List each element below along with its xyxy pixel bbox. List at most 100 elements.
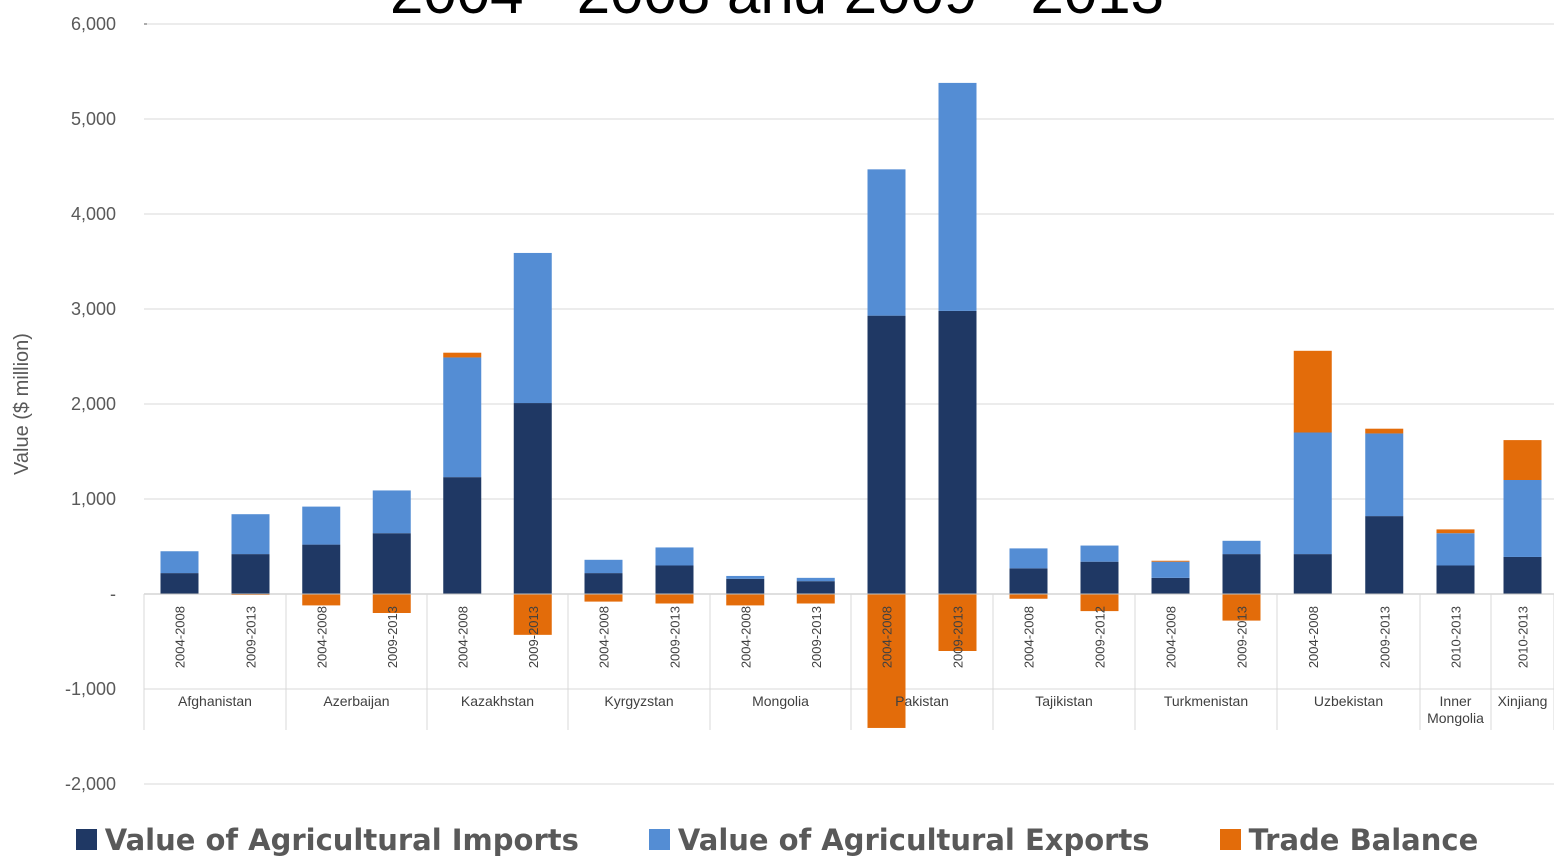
period-tick-label: 2009-2013 xyxy=(809,606,824,668)
bar-value-of-agricultural-imports-kyrgyzstan-2004-2008 xyxy=(584,573,623,594)
bar-trade-balance-turkmenistan-2004-2008 xyxy=(1151,560,1190,562)
period-tick-label: 2004-2008 xyxy=(1022,606,1037,668)
bar-value-of-agricultural-exports-turkmenistan-2009-2013 xyxy=(1222,540,1261,555)
bar-value-of-agricultural-exports-kazakhstan-2009-2013 xyxy=(513,252,552,404)
bar-value-of-agricultural-imports-tajikistan-2004-2008 xyxy=(1009,568,1048,594)
legend: Value of Agricultural Imports Value of A… xyxy=(0,820,1554,859)
axes: 6,000 5,000 4,000 3,000 2,000 1,000 - -1,000 -2,… xyxy=(65,14,1554,794)
bar-value-of-agricultural-exports-afghanistan-2009-2013 xyxy=(231,514,270,555)
bar-value-of-agricultural-imports-tajikistan-2009-2012 xyxy=(1080,561,1119,594)
y-tick-label: 5,000 xyxy=(71,109,116,129)
legend-swatch-trade-balance xyxy=(1219,829,1241,850)
bar-value-of-agricultural-imports-afghanistan-2004-2008 xyxy=(160,573,199,594)
bar-trade-balance-tajikistan-2004-2008 xyxy=(1009,594,1048,599)
bar-value-of-agricultural-imports-azerbaijan-2004-2008 xyxy=(302,544,341,594)
bar-value-of-agricultural-exports-inner-mongolia-2010-2013 xyxy=(1436,533,1475,566)
bar-value-of-agricultural-exports-turkmenistan-2004-2008 xyxy=(1151,561,1190,578)
period-tick-label: 2009-2013 xyxy=(526,606,541,668)
bar-trade-balance-kazakhstan-2004-2008 xyxy=(443,352,482,358)
period-tick-label: 2009-2013 xyxy=(244,606,259,668)
bar-trade-balance-kyrgyzstan-2009-2013 xyxy=(655,594,694,604)
period-tick-label: 2009-2012 xyxy=(1093,606,1108,668)
y-tick-label: 4,000 xyxy=(71,204,116,224)
bar-trade-balance-mongolia-2004-2008 xyxy=(726,594,765,606)
bar-value-of-agricultural-exports-mongolia-2004-2008 xyxy=(726,575,765,579)
group-label: Mongolia xyxy=(1427,710,1484,726)
bar-value-of-agricultural-imports-pakistan-2004-2008 xyxy=(867,315,906,594)
legend-swatch-exports xyxy=(648,829,670,850)
period-tick-label: 2004-2008 xyxy=(880,606,895,668)
bar-value-of-agricultural-imports-afghanistan-2009-2013 xyxy=(231,554,270,594)
bar-value-of-agricultural-exports-pakistan-2004-2008 xyxy=(867,169,906,316)
bar-trade-balance-kyrgyzstan-2004-2008 xyxy=(584,594,623,602)
period-tick-label: 2009-2013 xyxy=(668,606,683,668)
period-tick-label: 2004-2008 xyxy=(314,606,329,668)
group-label: Afghanistan xyxy=(178,693,252,709)
bar-value-of-agricultural-imports-azerbaijan-2009-2013 xyxy=(372,533,411,594)
bar-trade-balance-xinjiang-2010-2013 xyxy=(1503,440,1542,480)
bar-value-of-agricultural-exports-kazakhstan-2004-2008 xyxy=(443,357,482,478)
y-tick-label: 1,000 xyxy=(71,489,116,509)
period-tick-label: 2004-2008 xyxy=(455,606,470,668)
bar-value-of-agricultural-imports-xinjiang-2010-2013 xyxy=(1503,556,1542,594)
bar-value-of-agricultural-imports-turkmenistan-2004-2008 xyxy=(1151,577,1190,594)
bar-value-of-agricultural-exports-pakistan-2009-2013 xyxy=(938,82,977,311)
bar-trade-balance-tajikistan-2009-2012 xyxy=(1080,594,1119,612)
group-label: Tajikistan xyxy=(1035,693,1093,709)
period-tick-label: 2004-2008 xyxy=(1164,606,1179,668)
period-tick-label: 2009-2013 xyxy=(385,606,400,668)
group-label: Kyrgyzstan xyxy=(604,693,673,709)
bar-value-of-agricultural-exports-tajikistan-2009-2012 xyxy=(1080,545,1119,562)
y-axis-label: Value ($ million) xyxy=(11,333,33,475)
group-label: Mongolia xyxy=(752,693,809,709)
y-tick-label: -2,000 xyxy=(65,774,116,794)
bar-value-of-agricultural-exports-mongolia-2009-2013 xyxy=(796,577,835,582)
bar-value-of-agricultural-exports-kyrgyzstan-2004-2008 xyxy=(584,559,623,574)
period-tick-label: 2004-2008 xyxy=(597,606,612,668)
y-tick-label: - xyxy=(110,584,116,604)
period-tick-label: 2004-2008 xyxy=(738,606,753,668)
y-tick-label: -1,000 xyxy=(65,679,116,699)
bar-value-of-agricultural-imports-pakistan-2009-2013 xyxy=(938,310,977,594)
bar-value-of-agricultural-exports-azerbaijan-2009-2013 xyxy=(372,490,411,534)
bar-trade-balance-kazakhstan-2009-2013 xyxy=(513,594,552,635)
group-label: Turkmenistan xyxy=(1164,693,1248,709)
legend-label-exports: Value of Agricultural Exports xyxy=(677,822,1150,857)
bar-trade-balance-azerbaijan-2004-2008 xyxy=(302,594,341,606)
y-tick-label: 2,000 xyxy=(71,394,116,414)
period-tick-label: 2010-2013 xyxy=(1516,606,1531,668)
period-tick-label: 2004-2008 xyxy=(1306,606,1321,668)
y-tick-label: 6,000 xyxy=(71,14,116,34)
group-label: Uzbekistan xyxy=(1314,693,1383,709)
bar-value-of-agricultural-exports-xinjiang-2010-2013 xyxy=(1503,480,1542,557)
bar-value-of-agricultural-exports-azerbaijan-2004-2008 xyxy=(302,506,341,545)
bar-value-of-agricultural-exports-tajikistan-2004-2008 xyxy=(1009,548,1048,569)
bar-value-of-agricultural-imports-turkmenistan-2009-2013 xyxy=(1222,554,1261,594)
bar-trade-balance-uzbekistan-2009-2013 xyxy=(1365,428,1404,434)
y-tick-label: 3,000 xyxy=(71,299,116,319)
bar-trade-balance-azerbaijan-2009-2013 xyxy=(372,594,411,613)
bar-value-of-agricultural-exports-uzbekistan-2004-2008 xyxy=(1293,432,1332,555)
group-label: Inner xyxy=(1440,693,1472,709)
bar-value-of-agricultural-imports-mongolia-2004-2008 xyxy=(726,578,765,594)
bar-value-of-agricultural-imports-uzbekistan-2004-2008 xyxy=(1293,554,1332,594)
bar-trade-balance-inner-mongolia-2010-2013 xyxy=(1436,529,1475,534)
bar-trade-balance-pakistan-2004-2008 xyxy=(867,594,906,728)
bar-value-of-agricultural-imports-kazakhstan-2009-2013 xyxy=(513,403,552,594)
period-tick-label: 2009-2013 xyxy=(1377,606,1392,668)
legend-item-imports: Value of Agricultural Imports xyxy=(75,823,579,857)
group-label: Pakistan xyxy=(895,693,949,709)
legend-label-trade-balance: Trade Balance xyxy=(1248,822,1479,857)
bar-value-of-agricultural-imports-kazakhstan-2004-2008 xyxy=(443,477,482,594)
legend-item-exports: Value of Agricultural Exports xyxy=(648,822,1150,857)
chart-title: 2004 - 2008 and 2009 - 2013 xyxy=(0,0,1554,27)
bar-trade-balance-turkmenistan-2009-2013 xyxy=(1222,594,1261,621)
period-tick-label: 2009-2013 xyxy=(951,606,966,668)
bar-trade-balance-mongolia-2009-2013 xyxy=(796,594,835,604)
legend-item-trade-balance: Trade Balance xyxy=(1219,822,1479,857)
bar-value-of-agricultural-imports-mongolia-2009-2013 xyxy=(796,581,835,594)
legend-swatch-imports xyxy=(75,829,97,850)
bar-trade-balance-pakistan-2009-2013 xyxy=(938,594,977,651)
stacked-bar-chart: 6,000 5,000 4,000 3,000 2,000 1,000 - -1,000 -2,… xyxy=(11,14,1554,794)
period-tick-label: 2009-2013 xyxy=(1235,606,1250,668)
